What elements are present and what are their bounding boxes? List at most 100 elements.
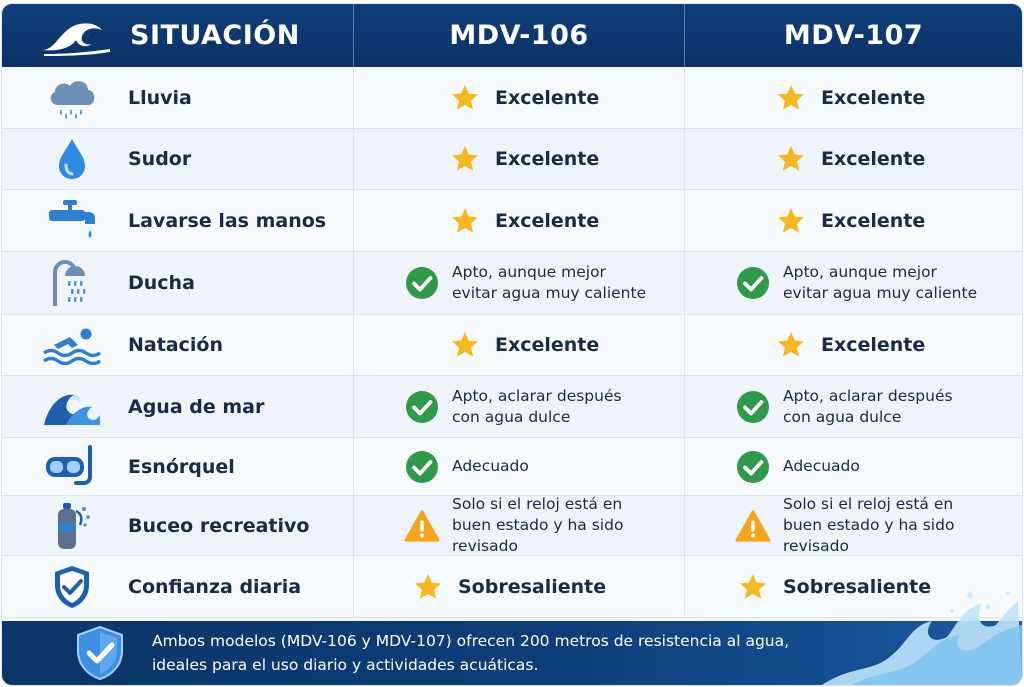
rating-cell-mdv-106: Excelente xyxy=(354,129,685,189)
star-icon-wrap xyxy=(447,80,483,116)
check-icon-wrap xyxy=(735,449,771,485)
rating: Excelente xyxy=(447,141,599,177)
header-model-a-cell: MDV-106 xyxy=(354,4,685,67)
rating: Sobresaliente xyxy=(410,569,606,605)
rating-text-line-1: Apto, aunque mejor xyxy=(783,263,937,281)
rating: Adecuado xyxy=(735,449,860,485)
rating-text: Excelente xyxy=(495,148,600,170)
rating-cell-mdv-107: Excelente xyxy=(685,315,1022,375)
footer-line-2: ideales para el uso diario y actividades… xyxy=(152,656,539,674)
rain-cloud-icon xyxy=(42,73,102,123)
rating-text-line-2: buen estado y ha sido revisado xyxy=(783,516,955,555)
star-icon-wrap xyxy=(447,203,483,239)
rating: Apto, aunque mejor evitar agua muy calien… xyxy=(735,262,977,304)
wave-logo-icon xyxy=(42,22,110,56)
rating-text: Apto, aunque mejor evitar agua muy calien… xyxy=(452,262,646,304)
situation-cell: Agua de mar xyxy=(2,376,354,437)
rating-text: Adecuado xyxy=(783,457,860,475)
table-row: Confianza diaria Sobresaliente Sobresalien… xyxy=(2,556,1022,618)
shield-check-icon xyxy=(77,625,123,681)
rating-text: Apto, aclarar después con agua dulce xyxy=(783,386,953,428)
rating-cell-mdv-107: Excelente xyxy=(685,129,1022,189)
rating: Apto, aclarar después con agua dulce xyxy=(735,386,953,428)
header-situation-label: SITUACIÓN xyxy=(130,20,300,51)
star-icon-wrap xyxy=(735,569,771,605)
rating-text: Excelente xyxy=(821,86,926,109)
rating: Solo si el reloj está en buen estado y ha… xyxy=(735,494,1022,557)
star-icon xyxy=(415,573,441,599)
rating-text: Adecuado xyxy=(452,457,529,475)
header-situation-cell: SITUACIÓN xyxy=(2,4,354,67)
rating-text-line-2: con agua dulce xyxy=(452,407,571,426)
check-circle-icon xyxy=(737,267,769,299)
star-icon-wrap xyxy=(773,80,809,116)
rating-text: Excelente xyxy=(821,334,926,356)
table-body: Lluvia Excelente Excelente Sudor Excelente Ex… xyxy=(2,67,1022,618)
star-icon xyxy=(452,84,478,110)
situation-cell: Ducha xyxy=(2,252,354,314)
check-icon-wrap xyxy=(404,265,440,301)
situation-cell: Buceo recreativo xyxy=(2,496,354,555)
rating-cell-mdv-106: Apto, aunque mejor evitar agua muy calien… xyxy=(354,252,685,314)
rating-cell-mdv-106: Sobresaliente xyxy=(354,556,685,617)
rating: Excelente xyxy=(773,141,925,177)
situation-label: Sudor xyxy=(128,148,192,170)
situation-label: Agua de mar xyxy=(128,395,265,418)
rating: Adecuado xyxy=(404,449,529,485)
star-icon-wrap xyxy=(447,141,483,177)
rating-cell-mdv-106: Excelente xyxy=(354,315,685,375)
shield-check-icon xyxy=(42,562,102,612)
rating-text: Sobresaliente xyxy=(458,575,607,598)
rating-text: Apto, aclarar después con agua dulce xyxy=(452,386,622,428)
rating-text: Sobresaliente xyxy=(783,575,932,598)
situation-label: Lluvia xyxy=(128,86,192,109)
table-row: Agua de mar Apto, aclarar después con agua… xyxy=(2,376,1022,438)
rating-cell-mdv-107: Sobresaliente xyxy=(685,556,1022,617)
rating-text: Excelente xyxy=(821,148,926,170)
rating-text: Apto, aunque mejor evitar agua muy calien… xyxy=(783,262,977,304)
rating-text: Solo si el reloj está en buen estado y ha… xyxy=(452,494,684,557)
rating-cell-mdv-107: Excelente xyxy=(685,67,1022,128)
check-circle-icon xyxy=(737,390,769,423)
footer-banner: Ambos modelos (MDV-106 y MDV-107) ofrece… xyxy=(2,591,1022,685)
header-model-a-label: MDV-106 xyxy=(449,20,589,51)
situation-cell: Lavarse las manos xyxy=(2,190,354,251)
rating-text-line-2: buen estado y ha sido revisado xyxy=(452,516,624,555)
warning-icon xyxy=(735,509,771,542)
rating-text: Solo si el reloj está en buen estado y ha… xyxy=(783,494,1022,557)
table-row: Esnórquel Adecuado Adecuado xyxy=(2,438,1022,496)
rating-cell-mdv-106: Apto, aclarar después con agua dulce xyxy=(354,376,685,437)
star-icon-wrap xyxy=(773,203,809,239)
check-icon-wrap xyxy=(404,449,440,485)
star-icon xyxy=(778,84,804,110)
rating: Excelente xyxy=(447,327,599,363)
rating-text-line-2: evitar agua muy caliente xyxy=(452,284,647,302)
check-circle-icon xyxy=(406,390,438,423)
situation-label: Buceo recreativo xyxy=(128,514,310,537)
rating: Solo si el reloj está en buen estado y ha… xyxy=(404,494,684,557)
rating-text-line-1: Solo si el reloj está en xyxy=(783,495,954,513)
rating-cell-mdv-107: Solo si el reloj está en buen estado y ha… xyxy=(685,494,1022,557)
table-row: Natación Excelente Excelente xyxy=(2,315,1022,376)
water-drop-icon xyxy=(42,134,102,184)
snorkel-mask-icon xyxy=(42,442,102,492)
situation-label: Ducha xyxy=(128,272,195,294)
footer-text: Ambos modelos (MDV-106 y MDV-107) ofrece… xyxy=(152,629,789,677)
header-model-b-label: MDV-107 xyxy=(783,20,924,51)
rating: Excelente xyxy=(447,80,599,116)
rating-text-line-1: Apto, aclarar después xyxy=(783,386,953,405)
check-icon-wrap xyxy=(735,389,771,425)
rating: Excelente xyxy=(773,80,925,116)
table-row: Buceo recreativo Solo si el reloj está en… xyxy=(2,494,1022,557)
rating-cell-mdv-106: Adecuado xyxy=(354,438,685,495)
situation-cell: Esnórquel xyxy=(2,438,354,495)
check-circle-icon xyxy=(406,267,438,299)
table-header: SITUACIÓN MDV-106 MDV-107 xyxy=(2,4,1022,67)
rating: Apto, aclarar después con agua dulce xyxy=(404,386,622,428)
rating-text-line-1: Apto, aclarar después xyxy=(452,386,622,405)
star-icon-wrap xyxy=(410,569,446,605)
scuba-tank-icon xyxy=(42,501,102,551)
situation-label: Natación xyxy=(128,334,223,356)
rating-text: Excelente xyxy=(495,334,600,356)
rating: Excelente xyxy=(773,327,925,363)
